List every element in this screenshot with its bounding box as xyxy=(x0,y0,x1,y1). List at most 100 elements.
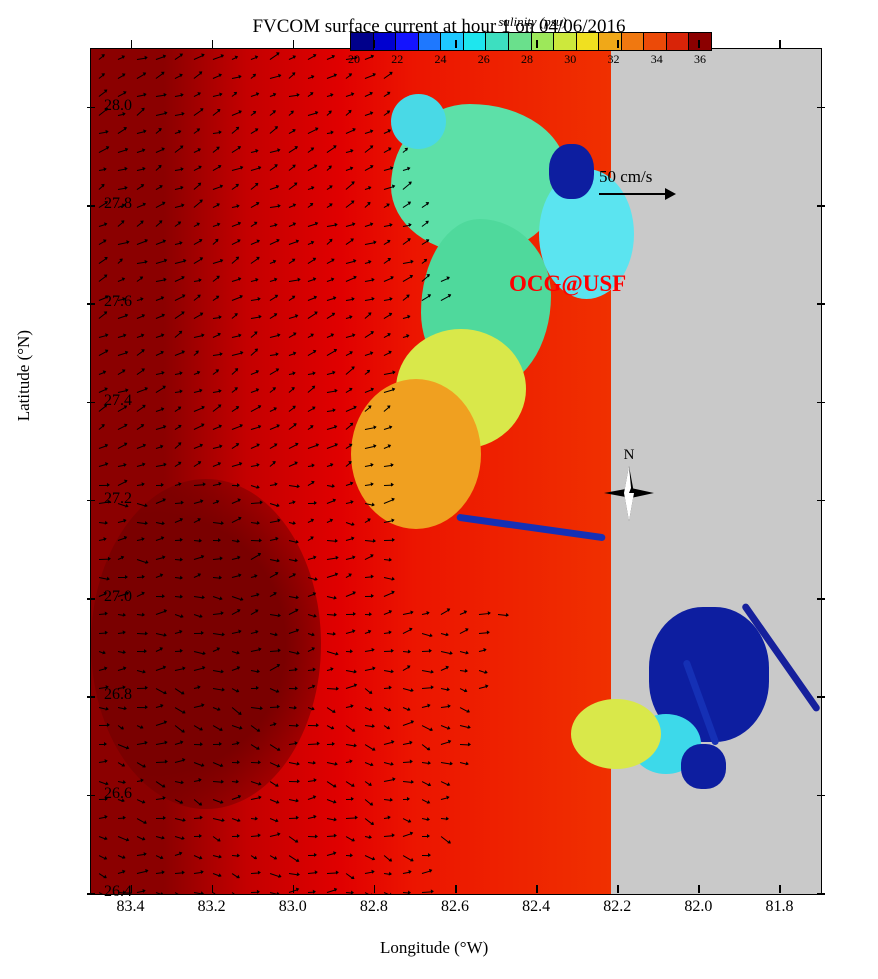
current-vector-arrow xyxy=(213,74,222,79)
current-vector-arrow xyxy=(365,688,372,694)
current-vector-arrow xyxy=(99,371,106,375)
current-vector-arrow xyxy=(346,761,352,763)
current-vector-arrow xyxy=(308,577,317,581)
current-vector-arrow xyxy=(422,855,430,856)
current-vector-arrow xyxy=(365,554,374,559)
current-vector-arrow xyxy=(156,386,166,393)
current-vector-arrow xyxy=(99,761,107,764)
current-vector-arrow xyxy=(175,95,183,98)
current-vector-arrow xyxy=(365,406,372,412)
current-vector-arrow xyxy=(156,538,164,542)
current-vector-arrow xyxy=(289,315,298,319)
current-vector-arrow xyxy=(99,132,108,135)
current-vector-arrow xyxy=(327,614,336,616)
current-vector-arrow xyxy=(156,240,166,245)
current-vector-arrow xyxy=(232,56,238,60)
current-vector-arrow xyxy=(213,391,221,394)
current-vector-arrow xyxy=(175,818,185,821)
current-vector-arrow xyxy=(289,799,298,802)
current-vector-arrow xyxy=(118,480,127,486)
current-vector-arrow xyxy=(156,596,164,597)
current-vector-arrow xyxy=(346,316,353,319)
current-vector-arrow xyxy=(346,538,354,541)
current-vector-arrow xyxy=(365,242,376,245)
current-vector-arrow xyxy=(232,517,241,522)
current-vector-arrow xyxy=(175,631,182,634)
current-vector-arrow xyxy=(251,257,260,264)
current-vector-arrow xyxy=(422,651,431,653)
current-vector-arrow xyxy=(194,632,203,633)
current-vector-arrow xyxy=(232,707,241,715)
current-vector-arrow xyxy=(251,835,260,837)
current-vector-arrow xyxy=(289,669,298,671)
current-vector-arrow xyxy=(327,852,336,856)
current-vector-arrow xyxy=(118,855,125,859)
current-vector-arrow xyxy=(289,259,296,264)
current-vector-arrow xyxy=(384,405,391,411)
current-vector-arrow xyxy=(327,596,336,599)
current-vector-arrow xyxy=(346,74,352,79)
current-vector-arrow xyxy=(232,167,243,171)
current-vector-arrow xyxy=(118,817,125,819)
current-vector-arrow xyxy=(422,240,430,245)
current-vector-arrow xyxy=(194,744,202,746)
current-vector-arrow xyxy=(365,261,372,264)
current-vector-arrow xyxy=(232,742,239,745)
current-vector-arrow xyxy=(137,725,143,729)
y-axis-tick-label: 27.0 xyxy=(72,588,132,606)
current-vector-arrow xyxy=(346,556,355,559)
current-vector-arrow xyxy=(213,522,223,525)
current-vector-arrow xyxy=(251,74,257,79)
current-vector-arrow xyxy=(403,276,413,282)
current-vector-arrow xyxy=(156,203,165,209)
current-vector-arrow xyxy=(346,277,356,282)
current-vector-arrow xyxy=(384,130,390,134)
current-vector-arrow xyxy=(213,540,220,541)
current-vector-arrow xyxy=(346,94,354,98)
current-vector-arrow xyxy=(270,855,277,860)
current-vector-arrow xyxy=(308,686,315,690)
current-vector-arrow xyxy=(308,707,314,710)
current-vector-arrow xyxy=(270,186,279,190)
current-vector-arrow xyxy=(308,278,316,282)
current-vector-arrow xyxy=(479,632,490,634)
current-vector-arrow xyxy=(213,405,221,412)
current-vector-arrow xyxy=(327,74,337,79)
current-vector-arrow xyxy=(384,577,394,580)
current-vector-arrow xyxy=(365,389,374,394)
current-vector-arrow xyxy=(194,280,201,282)
current-vector-arrow xyxy=(213,483,221,486)
current-vector-arrow xyxy=(213,277,220,283)
current-vector-arrow xyxy=(327,743,334,744)
current-vector-arrow xyxy=(308,222,318,226)
map-plot-area[interactable]: 50 cm/s OCG@USF N xyxy=(90,48,822,895)
current-vector-arrow xyxy=(384,670,393,673)
current-vector-arrow xyxy=(118,614,125,616)
current-vector-arrow xyxy=(308,669,315,671)
current-vector-arrow xyxy=(213,296,220,301)
current-vector-arrow xyxy=(175,836,184,840)
current-vector-arrow xyxy=(194,406,205,411)
current-vector-arrow xyxy=(422,870,432,874)
current-vector-arrow xyxy=(251,240,260,245)
current-vector-arrow xyxy=(270,94,276,97)
current-vector-arrow xyxy=(365,202,371,208)
current-vector-arrow xyxy=(156,781,165,788)
current-vector-arrow xyxy=(403,261,413,264)
current-vector-arrow xyxy=(384,313,392,319)
current-vector-arrow xyxy=(99,350,108,356)
current-vector-arrow xyxy=(308,816,316,819)
current-vector-arrow xyxy=(270,111,276,116)
current-vector-arrow xyxy=(384,372,395,375)
current-vector-arrow xyxy=(289,609,299,615)
current-vector-arrow xyxy=(251,891,259,893)
current-vector-arrow xyxy=(232,92,238,97)
current-vector-arrow xyxy=(156,761,167,763)
current-vector-arrow xyxy=(175,559,182,561)
current-vector-arrow xyxy=(289,279,300,282)
current-vector-arrow xyxy=(289,95,300,98)
current-vector-arrow xyxy=(327,557,338,560)
current-vector-arrow xyxy=(213,204,220,208)
current-vector-arrow xyxy=(346,817,357,819)
current-vector-arrow xyxy=(384,540,394,542)
